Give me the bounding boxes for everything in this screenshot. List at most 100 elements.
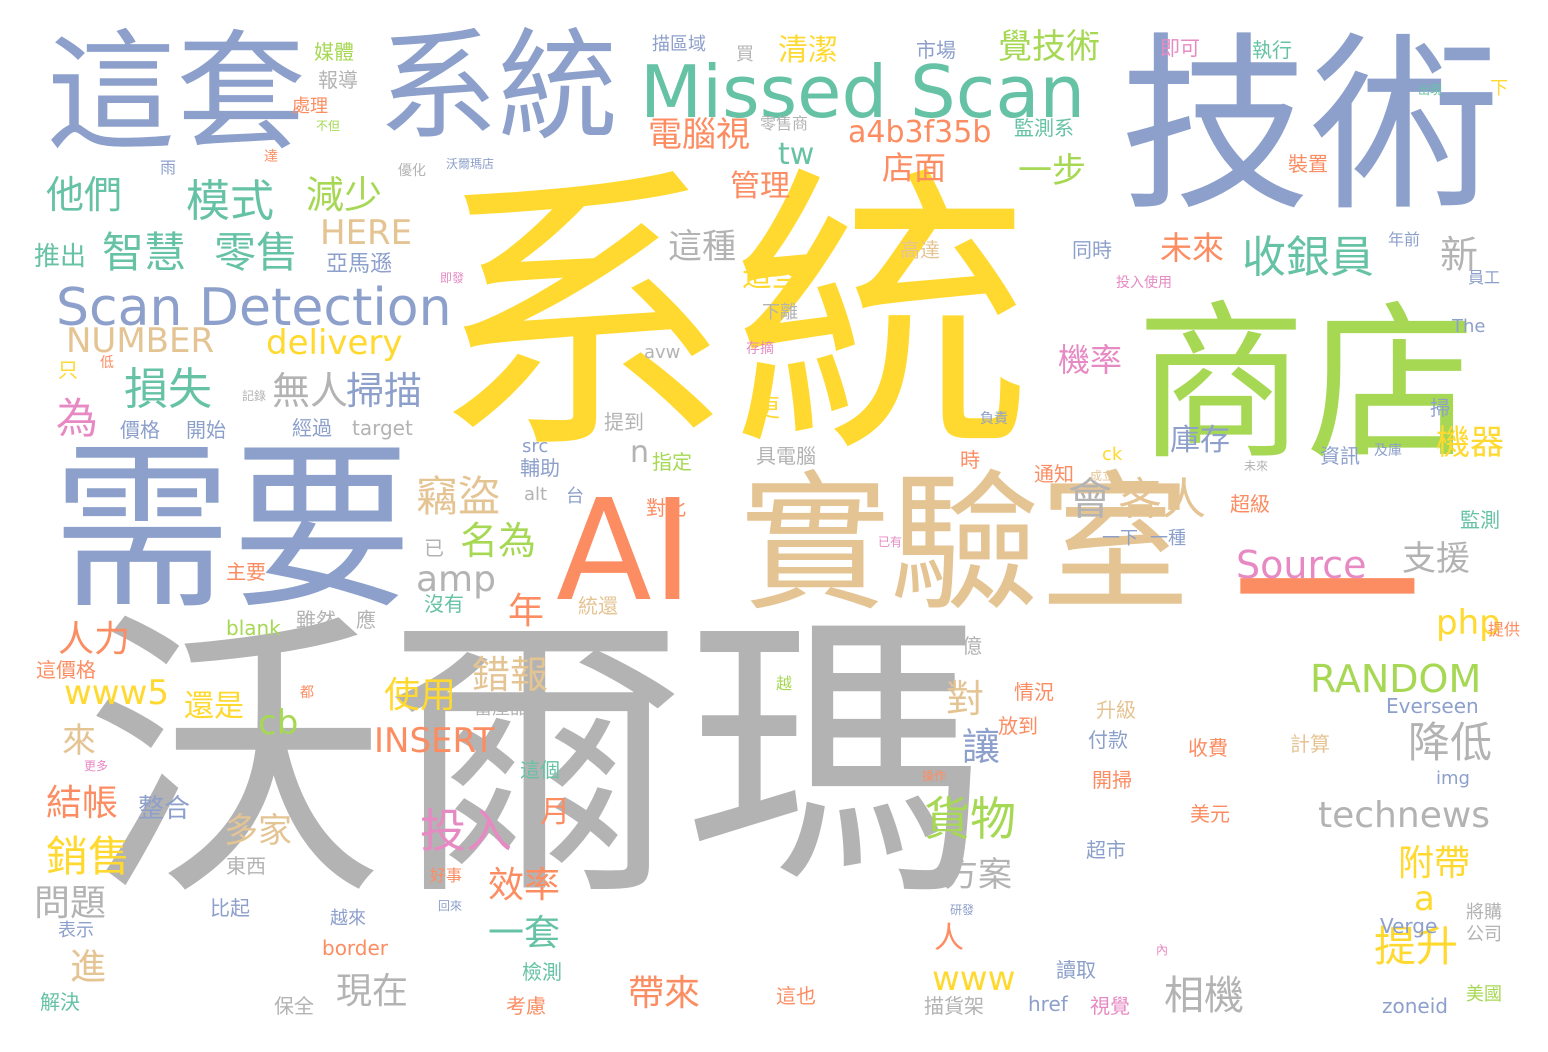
word-up-to: 高達 [900,238,940,262]
word-need: 需要 [52,425,413,634]
word-security: 保全 [274,994,314,1018]
word-sales: 銷售 [46,832,131,881]
word-should: 應 [356,608,376,632]
word-assist: 輔助 [520,456,560,480]
word-market: 市場 [916,38,956,62]
word-calculate: 計算 [1290,732,1330,756]
word-this-also: 這也 [776,984,816,1008]
word-smart: 智慧 [102,228,187,277]
word-inventory: 庫存 [1170,423,1230,458]
word-amp: amp [416,559,496,600]
word-this-price: 這價格 [36,658,96,682]
word-none: 沒有 [424,592,464,616]
word-report: 報導 [318,68,358,92]
word-more-and-more: 越來 [330,908,366,929]
word-probability: 機率 [1058,341,1123,379]
word-improve: 提升 [1374,922,1459,971]
word-efficiency: 效率 [488,865,561,906]
word-not-only: 不但 [316,119,341,133]
word-a-set: 一套 [488,913,561,954]
word-amazon: 亞馬遜 [326,252,393,277]
word-machine: 機器 [1436,423,1504,463]
word-these: 這些 [742,259,802,294]
word-support: 支援 [1402,539,1470,579]
word-record: 記錄 [242,389,267,403]
word-upgrade: 升級 [1096,698,1136,722]
word-and-stock: 及庫 [1374,443,1402,459]
word-target: target [352,416,413,440]
word-www5: www5 [64,673,170,713]
word-will: 會 [1068,474,1112,525]
word-manage: 管理 [730,169,790,204]
word-a: a [1414,879,1435,919]
word-false-alarm: 錯報 [472,653,549,697]
word-bring: 帶來 [628,973,701,1014]
word-although: 雖然 [296,608,336,632]
word-dollar: 美元 [1190,802,1230,826]
word-loss: 損失 [124,364,212,415]
word-good-thing: 好事 [430,866,463,885]
word-things: 東西 [226,854,266,878]
word-instant: 即發 [440,271,465,285]
word-optimize: 優化 [398,163,426,179]
word-cb: cb [258,703,299,743]
word-technews: technews [1318,795,1491,836]
word-back: 回來 [438,899,463,913]
word-vision-tech: 覺技術 [998,27,1100,67]
word-existing: 已有 [878,535,903,549]
word-device: 裝置 [1288,152,1328,176]
word-can: 即可 [1160,36,1200,60]
word-staff: 員工 [1468,268,1501,287]
word-research: 研發 [950,903,975,917]
word-technology: 技術 [1120,16,1501,237]
word-php: php [1436,603,1501,643]
word-now: 現在 [336,971,409,1012]
word-buy: 買 [736,44,754,65]
word-traditional: 傳統 [218,728,258,752]
word-still-system: 統還 [578,594,618,618]
word-scan-small: 掃 [1430,396,1450,420]
word-will-buy: 將購 [1466,902,1502,923]
word-through: 經過 [292,416,332,440]
word-main: 主要 [226,560,266,584]
word-integrate: 整合 [138,794,191,824]
word-consider: 考慮 [506,994,546,1018]
word-store: 商店 [1136,286,1477,484]
word-monitor: 監測 [1460,508,1500,532]
word-mode: 模式 [186,176,274,227]
word-charge: 收費 [1188,736,1228,760]
word-future-small: 未來 [1244,459,1269,473]
word-this-kind: 這種 [668,227,736,267]
word-scan: 掃描 [346,369,423,413]
word-hundred-million: 億 [962,634,982,658]
word-indicate: 表示 [58,920,94,941]
word-only: 只 [58,358,78,382]
word-system-large: 系統 [432,143,1032,492]
word-monitor-system: 監測系 [1014,116,1074,140]
word-exceed: 越 [776,674,793,693]
word-to: 對 [946,677,985,721]
word-reach: 達 [264,149,278,165]
word-let: 讓 [962,725,1001,769]
word-start: 開始 [186,418,226,442]
word-verge: Verge [1380,914,1438,938]
word-they: 他們 [46,173,123,217]
word-here: HERE [320,213,413,253]
word-clean: 清潔 [778,33,838,68]
word-situation: 情況 [1014,680,1054,704]
word-zoneid: zoneid [1382,994,1448,1018]
word-scan-detection: Scan Detection [56,278,452,338]
word-when: 時 [960,448,980,472]
word-notify: 通知 [1034,462,1074,486]
word-src: src [522,436,549,457]
word-regarding: 對此 [646,496,686,520]
word-payment: 付款 [1088,728,1128,752]
word-named: 名為 [460,519,537,563]
word-visual: 視覺 [1090,994,1130,1018]
word-execute: 執行 [1252,38,1292,62]
word-storefront: 店面 [882,149,947,187]
word-many: 多家 [224,811,292,851]
word-cashier: 收銀員 [1242,232,1374,283]
word-delivery: delivery [266,323,403,363]
